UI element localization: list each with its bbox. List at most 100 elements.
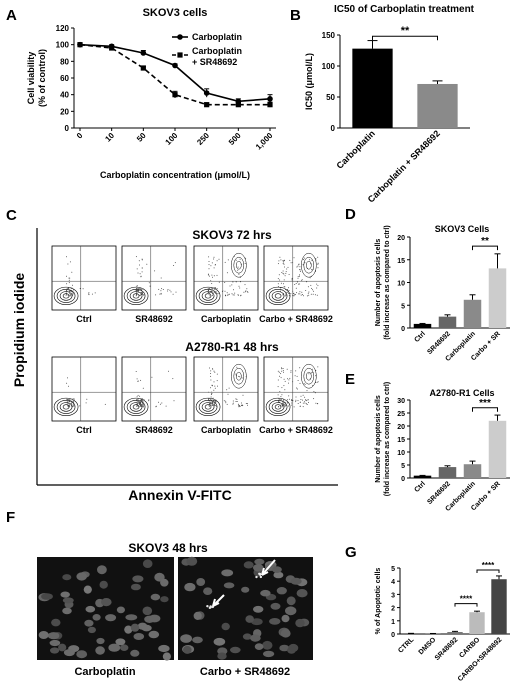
micro-nucleus: [272, 566, 282, 573]
chart-b-sig-bracket: [372, 35, 438, 41]
flow-event: [279, 375, 281, 377]
flow-event: [277, 386, 279, 388]
flow-event: [285, 403, 287, 405]
micro-nucleus: [217, 652, 227, 660]
micro-nucleus: [63, 649, 75, 657]
flow-event: [279, 401, 280, 403]
flow-event: [296, 388, 298, 390]
flow-contour-upper: [233, 256, 245, 274]
flow-event: [317, 263, 319, 265]
flow-event: [136, 396, 138, 398]
flow-event: [247, 404, 248, 406]
flow-event: [208, 264, 210, 266]
flow-event: [72, 284, 73, 286]
chart-d-sig-bracket: [472, 245, 498, 251]
flow-event: [68, 291, 70, 293]
micro-nucleus: [141, 624, 152, 632]
micro-nucleus: [270, 602, 281, 610]
flow-event: [139, 402, 141, 404]
flow-event: [280, 282, 282, 284]
flow-plot-label: Ctrl: [76, 425, 92, 435]
flow-contour: [195, 286, 221, 306]
micro-nucleus: [245, 615, 254, 623]
flow-event: [238, 273, 240, 275]
chart-b-category-label: Carboplatin + SR48692: [366, 128, 442, 204]
flow-event: [293, 294, 295, 296]
flow-event: [135, 256, 137, 258]
flow-event: [292, 400, 294, 402]
flow-event: [136, 378, 138, 380]
flow-event: [279, 287, 281, 289]
micro-nucleus: [62, 597, 74, 604]
flow-event: [236, 401, 238, 402]
flow-event: [216, 405, 218, 407]
flow-event: [88, 294, 90, 296]
flow-event: [140, 294, 142, 295]
flow-event: [172, 293, 174, 295]
flow-event: [71, 405, 73, 406]
chart-a-point: [267, 96, 273, 102]
flow-event: [317, 381, 319, 383]
flow-event: [212, 401, 214, 403]
flow-event: [140, 287, 142, 289]
micro-apoptotic-body: [259, 575, 263, 579]
flow-event: [244, 291, 246, 293]
flow-event: [299, 266, 301, 268]
flow-event: [138, 401, 140, 403]
flow-event: [66, 402, 68, 403]
chart-e-ytick-label: 15: [397, 437, 405, 444]
chart-a: SKOV3 cells 0 20 40 60 80 100 120 0 10 50 100 250 500…: [26, 7, 276, 180]
flow-event: [138, 288, 140, 290]
flow-contour-upper: [231, 252, 247, 278]
flow-event: [304, 402, 306, 404]
flow-event: [281, 387, 283, 389]
flow-event: [140, 289, 141, 291]
micro-nucleus: [196, 578, 206, 586]
flow-event: [283, 279, 285, 281]
flow-event: [299, 283, 301, 285]
chart-e-category-label: SR48692: [426, 480, 452, 506]
flow-event: [67, 403, 69, 404]
chart-e-bar: [438, 467, 457, 478]
flow-event: [284, 389, 286, 391]
flow-event: [291, 279, 293, 281]
flow-event: [295, 399, 297, 401]
micro-nucleus: [295, 618, 305, 628]
flow-event: [73, 289, 75, 291]
flow-event: [242, 394, 244, 396]
micro-nucleus: [38, 631, 49, 639]
flow-event: [310, 293, 312, 295]
flow-event: [283, 378, 285, 380]
flow-event: [69, 401, 70, 403]
flow-event: [228, 293, 230, 295]
micro-nucleus: [124, 625, 133, 634]
flow-event: [143, 399, 145, 401]
flow-event: [282, 260, 284, 262]
chart-d-ytick-label: 0: [401, 326, 405, 333]
flow-event: [141, 258, 143, 260]
flow-event: [277, 286, 279, 287]
flow-event: [207, 293, 209, 295]
micro-nucleus: [254, 643, 264, 650]
chart-a-legend-label-2a: Carboplatin: [192, 46, 242, 56]
micro-nucleus: [252, 564, 264, 572]
flow-event: [311, 368, 313, 370]
micro-nucleus: [262, 640, 273, 650]
micro-nucleus: [58, 643, 67, 652]
flow-event: [223, 400, 225, 402]
micro-nucleus: [132, 575, 144, 583]
flow-event: [297, 403, 299, 404]
flow-event: [241, 404, 243, 406]
flow-plot-label: Carbo + SR48692: [259, 314, 333, 324]
chart-g-sig-label-1: ****: [460, 595, 473, 604]
flow-event: [293, 406, 295, 408]
chart-e-ytick-label: 30: [397, 398, 405, 405]
flow-event: [297, 265, 299, 267]
micro-nucleus: [85, 605, 96, 613]
flow-event: [72, 403, 74, 405]
flow-event: [277, 263, 279, 265]
flow-event: [212, 402, 214, 404]
flow-event: [138, 403, 140, 405]
flow-event: [302, 394, 304, 396]
